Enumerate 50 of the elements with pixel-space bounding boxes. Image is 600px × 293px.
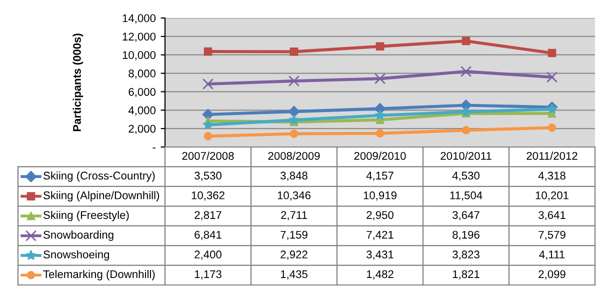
data-label: 3,431 [366, 250, 394, 260]
data-label: 2,922 [280, 250, 308, 260]
data-label: 7,159 [280, 230, 308, 240]
y-tick-label: 14,000 [122, 14, 156, 24]
data-label: 8,196 [452, 230, 480, 240]
data-label: 11,504 [450, 191, 482, 201]
data-label: 7,579 [538, 230, 566, 240]
data-label: 10,362 [192, 191, 224, 201]
y-tick-label: 10,000 [122, 51, 156, 60]
data-label: 4,530 [452, 172, 480, 181]
legend-label: Snowboarding [44, 230, 114, 241]
data-label: 2,099 [538, 270, 566, 280]
data-label: 4,111 [539, 250, 565, 260]
data-label: 2,711 [281, 211, 307, 220]
data-label: 1,482 [366, 270, 394, 280]
data-label: 2,817 [194, 211, 222, 220]
data-label: 1,435 [280, 270, 308, 280]
data-label: 1,821 [452, 270, 480, 280]
data-label: 10,919 [364, 191, 396, 201]
data-label: 3,530 [194, 172, 222, 181]
x-tick-label: 2009/2010 [354, 152, 406, 160]
data-label: 7,421 [366, 230, 394, 240]
legend-label: Skiing (Alpine/Downhill) [44, 191, 160, 202]
y-tick-label: 4,000 [128, 106, 156, 116]
x-tick-label: 2011/2012 [526, 152, 578, 160]
data-label: 10,201 [536, 191, 568, 201]
y-tick-label: 12,000 [122, 32, 156, 42]
y-tick-label: - [152, 148, 156, 149]
x-tick-label: 2007/2008 [182, 152, 234, 160]
data-label: 4,318 [538, 172, 566, 181]
data-label: 3,823 [452, 250, 480, 260]
y-tick-label: 6,000 [128, 88, 156, 98]
y-axis-title: Participants (000s) [72, 34, 84, 132]
data-label: 3,647 [452, 211, 480, 220]
data-label: 6,841 [194, 230, 222, 240]
legend-label: Snowshoeing [44, 250, 109, 261]
x-tick-label: 2010/2011 [440, 152, 492, 160]
data-label: 1,173 [194, 270, 222, 280]
data-label: 2,950 [366, 211, 394, 220]
y-tick-label: 2,000 [128, 124, 156, 134]
data-label: 3,641 [538, 211, 566, 220]
legend-label: Telemarking (Downhill) [43, 270, 155, 280]
data-label: 3,848 [280, 172, 308, 181]
data-label: 10,346 [278, 191, 311, 201]
legend-label: Skiing (Freestyle) [44, 210, 129, 222]
legend-label: Skiing (Cross-Country) [44, 171, 155, 182]
x-tick-label: 2008/2009 [268, 152, 320, 160]
y-tick-label: 8,000 [128, 70, 156, 79]
data-label: 2,400 [194, 250, 222, 260]
data-label: 4,157 [366, 172, 394, 181]
